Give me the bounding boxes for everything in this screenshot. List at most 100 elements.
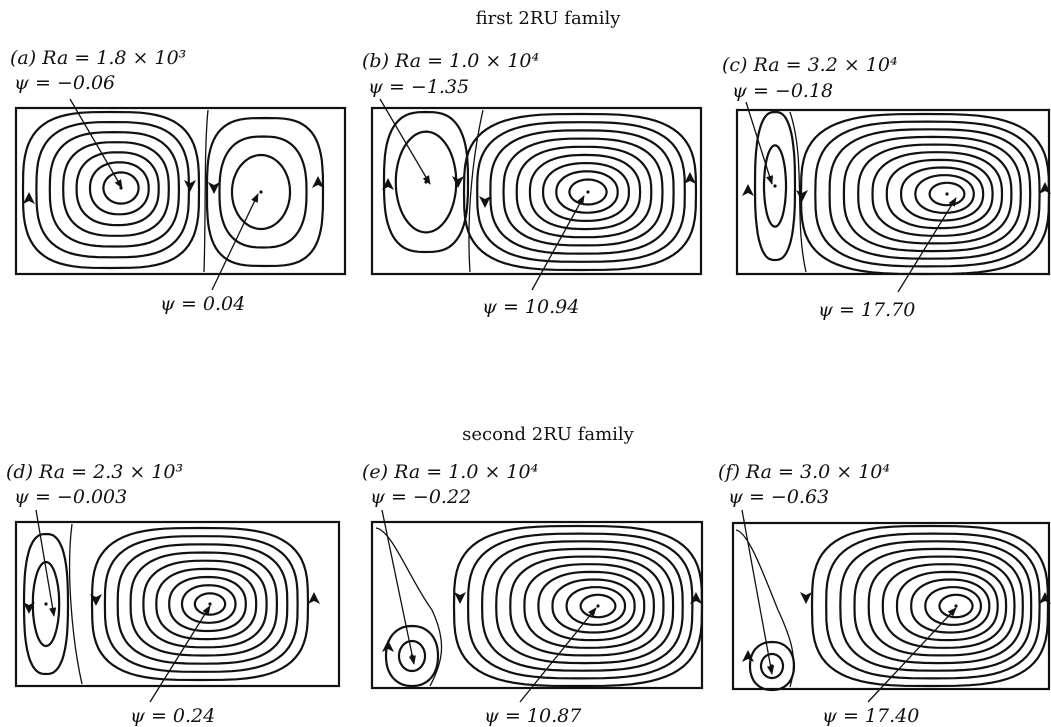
panel-b-right-cell-streamline-9 bbox=[568, 178, 608, 206]
panel-a-right-cell-streamline-2 bbox=[218, 135, 308, 249]
panel-a-ra: Ra = 1.8 × 10³ bbox=[41, 47, 186, 69]
panel-d-divider bbox=[68, 523, 83, 685]
panel-f-right-cell-streamline-1 bbox=[810, 524, 1050, 688]
family-title-second: second 2RU family bbox=[462, 424, 635, 445]
panel-f-frame bbox=[731, 521, 1051, 691]
panel-c-pointer-top bbox=[745, 101, 773, 185]
flow-arrow-19 bbox=[800, 592, 812, 604]
panel-e-divider bbox=[375, 527, 443, 687]
panel-a-left-cell-streamline-2 bbox=[35, 121, 190, 259]
panel-d-streamlines bbox=[22, 526, 310, 682]
panel-e-right-cell-streamline-5 bbox=[509, 555, 665, 657]
panel-c-right-cell-streamline-5 bbox=[857, 143, 1013, 245]
panel-b-psi-bottom: ψ = 10.94 bbox=[482, 296, 579, 318]
panel-e-psi-bottom: ψ = 10.87 bbox=[484, 705, 582, 727]
flow-arrow-8 bbox=[684, 172, 696, 184]
panel-a-left-cell-streamline-6 bbox=[88, 161, 150, 216]
family-title-first: first 2RU family bbox=[476, 8, 622, 29]
panel-c-psi-top: ψ = −0.18 bbox=[732, 80, 833, 102]
panel-a-caption: (a) Ra = 1.8 × 10³ ψ = −0.06 ψ = 0.04 bbox=[10, 47, 245, 315]
panel-d-right-cell-streamline-4 bbox=[129, 551, 278, 657]
panel-c-right-cell-streamline-6 bbox=[871, 151, 1004, 237]
panel-b-left-cell-streamline-2 bbox=[394, 130, 458, 234]
svg-text:(b) Ra = 1.0 × 10⁴: (b) Ra = 1.0 × 10⁴ bbox=[362, 50, 539, 72]
panel-d-right-cell-streamline-9 bbox=[193, 592, 227, 616]
panel-b-divider bbox=[468, 109, 484, 273]
panel-e-right-cell-streamline-3 bbox=[481, 540, 684, 672]
panel-b-right-cell-streamline-3 bbox=[489, 129, 675, 255]
panel-d-ra: Ra = 2.3 × 10³ bbox=[38, 461, 183, 483]
panel-f-psi-bottom: ψ = 17.40 bbox=[822, 705, 919, 727]
panel-e-right-cell-center-dot bbox=[596, 604, 600, 608]
panel-f-pointer-bottom bbox=[867, 607, 957, 703]
panel-c-left-cell-center-dot bbox=[773, 184, 777, 188]
panel-f-right-cell-streamline-6 bbox=[881, 563, 1008, 649]
svg-text:(e) Ra = 1.0 × 10⁴: (e) Ra = 1.0 × 10⁴ bbox=[362, 461, 538, 483]
flow-arrow-1 bbox=[23, 192, 35, 204]
panel-b-right-cell-streamline-7 bbox=[542, 162, 630, 222]
panel-f-right-cell-streamline-2 bbox=[825, 532, 1041, 680]
panel-d-caption: (d) Ra = 2.3 × 10³ ψ = −0.003 ψ = 0.24 bbox=[6, 461, 215, 727]
panel-f-left-cell-streamline-2 bbox=[759, 652, 785, 680]
panel-b-pointer-top bbox=[379, 98, 431, 185]
panel-c-left-cell-streamline-1 bbox=[753, 110, 797, 262]
panel-d-right-cell-streamline-2 bbox=[103, 535, 299, 673]
panel-c-right-cell-center-dot bbox=[945, 192, 949, 196]
svg-text:(a) Ra = 1.8 × 10³: (a) Ra = 1.8 × 10³ bbox=[10, 47, 186, 69]
panel-c-streamlines bbox=[753, 110, 1051, 276]
panel-e-left-cell-streamline-1 bbox=[384, 624, 440, 688]
panel-e-psi-top: ψ = −0.22 bbox=[370, 486, 471, 508]
panel-a-right-cell-center-dot bbox=[259, 190, 263, 194]
panel-e-right-cell-streamline-1 bbox=[452, 524, 704, 688]
flow-arrow-14 bbox=[308, 592, 320, 604]
panel-b-right-cell-streamline-6 bbox=[528, 153, 642, 231]
panel-d-right-cell-streamline-8 bbox=[180, 584, 237, 624]
panel-f-divider bbox=[735, 529, 795, 688]
panel-c-right-cell-streamline-7 bbox=[885, 158, 994, 230]
panel-a-label: (a) bbox=[10, 47, 36, 69]
panel-b-frame bbox=[370, 106, 703, 276]
panel-b-streamlines bbox=[382, 110, 698, 272]
panel-c-pointer-bottom bbox=[897, 197, 957, 293]
panel-f-right-cell-center-dot bbox=[954, 604, 958, 608]
svg-text:(f) Ra = 3.0 × 10⁴: (f) Ra = 3.0 × 10⁴ bbox=[718, 461, 890, 483]
flow-arrow-4 bbox=[312, 176, 324, 188]
panel-b-right-cell-streamline-1 bbox=[462, 112, 698, 272]
panel-e-right-cell-streamline-4 bbox=[495, 547, 675, 665]
panel-c-right-cell-streamline-9 bbox=[914, 174, 975, 214]
panel-b-pointer-bottom bbox=[531, 195, 585, 291]
flow-arrow-20 bbox=[1039, 592, 1051, 604]
panel-a-pointer-bottom bbox=[211, 193, 259, 291]
panel-c-right-cell-streamline-3 bbox=[828, 128, 1032, 260]
panel-e-frame bbox=[370, 520, 704, 690]
panel-b-right-cell-streamline-4 bbox=[502, 137, 664, 247]
panel-f-pointer-top bbox=[741, 509, 775, 675]
panel-f-label: (f) bbox=[718, 461, 740, 483]
panel-d-pointer-top bbox=[35, 509, 57, 617]
panel-f-right-cell-streamline-10 bbox=[938, 593, 974, 619]
panel-c-divider bbox=[789, 111, 807, 273]
panel-d-right-cell-streamline-6 bbox=[155, 567, 258, 641]
panel-a-psi-bottom: ψ = 0.04 bbox=[160, 293, 245, 315]
panel-e-right-cell-streamline-8 bbox=[551, 578, 636, 634]
panel-b-left-cell-streamline-1 bbox=[382, 110, 470, 254]
panel-e-caption: (e) Ra = 1.0 × 10⁴ ψ = −0.22 ψ = 10.87 bbox=[362, 461, 582, 727]
panel-a-frame bbox=[14, 106, 347, 276]
panel-a-right-cell-streamline-3 bbox=[230, 153, 292, 231]
panel-c-left-cell-streamline-2 bbox=[762, 144, 788, 228]
panel-e-right-cell-streamline-6 bbox=[523, 563, 655, 649]
panel-d-left-cell-center-dot bbox=[44, 602, 48, 606]
panel-f-right-cell-streamline-7 bbox=[895, 570, 999, 642]
flow-arrow-18 bbox=[742, 650, 754, 662]
panel-e-pointer-top bbox=[381, 509, 416, 665]
panel-e-label: (e) bbox=[362, 461, 388, 483]
panel-b-left-cell-center-dot bbox=[424, 180, 428, 184]
panel-e-pointer-bottom bbox=[519, 607, 597, 703]
flow-arrow-5 bbox=[382, 178, 394, 190]
panel-f-streamlines bbox=[748, 524, 1050, 692]
panel-a-pointer-top bbox=[69, 98, 123, 189]
panel-d-right-cell-streamline-3 bbox=[116, 543, 289, 665]
panel-e-left-cell-streamline-2 bbox=[397, 639, 427, 673]
panel-f-right-cell-streamline-8 bbox=[910, 578, 991, 634]
